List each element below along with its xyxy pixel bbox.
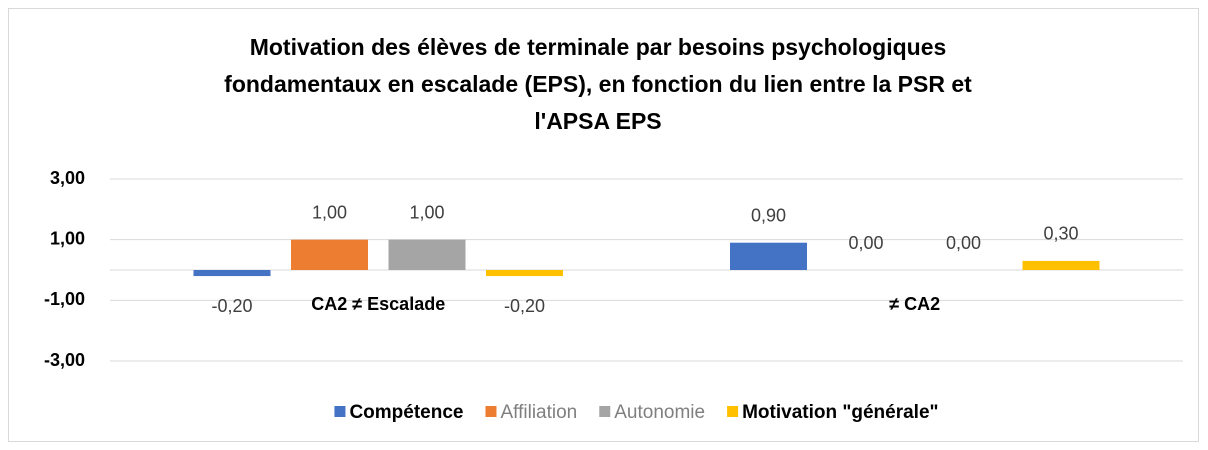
legend-label: Autonomie — [614, 402, 705, 423]
data-label: 1,00 — [409, 202, 444, 222]
chart-title: fondamentaux en escalade (EPS), en fonct… — [224, 71, 972, 97]
y-tick-label: -1,00 — [44, 289, 85, 309]
legend-swatch — [727, 406, 739, 417]
data-label: 0,30 — [1043, 224, 1078, 244]
legend-label: Compétence — [349, 402, 463, 423]
data-label: -0,20 — [504, 296, 545, 316]
bar — [486, 270, 563, 277]
bar — [388, 239, 466, 270]
x-tick-label: CA2 ≠ Escalade — [311, 294, 445, 314]
legend-swatch — [485, 406, 497, 417]
bar — [1022, 260, 1100, 270]
data-label: 0,00 — [946, 233, 981, 253]
bar — [193, 270, 271, 277]
legend-label: Affiliation — [500, 402, 577, 423]
y-tick-label: 3,00 — [50, 168, 85, 188]
chart-title: Motivation des élèves de terminale par b… — [250, 34, 947, 60]
x-tick-label: ≠ CA2 — [889, 294, 940, 314]
legend-swatch — [599, 406, 611, 417]
y-tick-label: -3,00 — [44, 350, 85, 370]
chart-title: l'APSA EPS — [534, 108, 661, 134]
data-label: -0,20 — [211, 296, 252, 316]
bar — [730, 242, 807, 270]
bar — [291, 239, 368, 270]
legend-label: Motivation "générale" — [742, 402, 938, 423]
y-tick-label: 1,00 — [50, 228, 85, 248]
data-label: 0,00 — [848, 233, 883, 253]
chart-frame — [8, 8, 1199, 442]
legend-swatch — [334, 406, 346, 417]
data-label: 1,00 — [312, 202, 347, 222]
data-label: 0,90 — [751, 205, 786, 225]
